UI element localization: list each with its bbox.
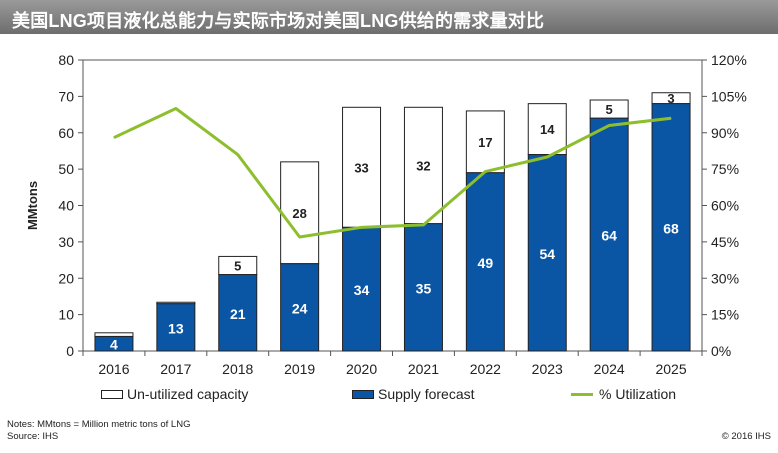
x-tick-label: 2022 — [470, 361, 501, 377]
bar-supply — [342, 226, 382, 352]
bar-unutilized — [403, 106, 443, 225]
y-tick-label: 30 — [58, 234, 74, 250]
bar-supply-label: 34 — [354, 282, 370, 298]
legend-label-supply: Supply forecast — [378, 386, 475, 402]
legend-swatch-supply — [352, 389, 374, 399]
y2-tick-label: 45% — [711, 234, 739, 250]
y-tick-label: 0 — [66, 343, 74, 359]
x-tick-label: 2021 — [408, 361, 439, 377]
y2-tick-label: 15% — [711, 307, 739, 323]
bar-supply — [280, 263, 320, 352]
utilization-point — [422, 224, 424, 226]
bar-unutilized — [527, 103, 567, 156]
stacked-bar-chart: 0 10 20 30 40 50 60 70 80 0% 15% 30% 45% 60% 75% 90% 105… — [25, 52, 747, 377]
y-tick-label: 70 — [58, 88, 74, 104]
bar-unutilized-label: 5 — [606, 102, 613, 117]
x-tick-label: 2017 — [160, 361, 191, 377]
y-tick-label: 40 — [58, 198, 74, 214]
x-tick-label: 2023 — [532, 361, 563, 377]
legend-label-utilization: % Utilization — [599, 386, 677, 402]
footer-notes: Notes: MMtons = Million metric tons of L… — [7, 419, 191, 430]
utilization-line — [113, 107, 672, 239]
bar-unutilized — [342, 106, 382, 228]
bar-supply-label: 21 — [230, 306, 246, 322]
bar-supply — [465, 172, 505, 352]
y-tick-label: 10 — [58, 307, 74, 323]
utilization-point — [546, 156, 548, 158]
x-tick-label: 2016 — [98, 361, 129, 377]
utilization-point — [361, 226, 363, 228]
bar-supply-label: 13 — [168, 320, 184, 336]
y2-tick-label: 90% — [711, 125, 739, 141]
legend-item-utilization: % Utilization — [571, 386, 676, 402]
bar-supply — [527, 154, 567, 352]
chart-title: 美国LNG项目液化总能力与实际市场对美国LNG供给的需求量对比 — [12, 11, 545, 31]
y2-tick-label: 60% — [711, 198, 739, 214]
y2-tick-label: 0% — [711, 343, 731, 359]
bar-unutilized-label: 17 — [478, 135, 492, 150]
x-tick-label: 2020 — [346, 361, 377, 377]
bar-unutilized-label: 33 — [354, 160, 368, 175]
bar-supply — [156, 303, 196, 352]
y-tick-label: 50 — [58, 161, 74, 177]
y2-tick-label: 105% — [711, 88, 747, 104]
utilization-point — [484, 171, 486, 173]
y2-tick-label: 30% — [711, 270, 739, 286]
bar-supply-label: 68 — [663, 220, 679, 236]
utilization-point — [113, 137, 115, 139]
legend-swatch-utilization — [571, 392, 593, 396]
bar-supply-label: 24 — [292, 300, 308, 316]
y-tick-label: 80 — [58, 52, 74, 68]
bar-supply-label: 4 — [110, 337, 118, 353]
legend-swatch-unutilized — [101, 389, 123, 399]
bar-supply-label: 35 — [416, 280, 432, 296]
x-tick-label: 2025 — [655, 361, 686, 377]
title-bar: 美国LNG项目液化总能力与实际市场对美国LNG供给的需求量对比 — [0, 0, 778, 34]
x-tick-label: 2024 — [594, 361, 625, 377]
bar-unutilized — [465, 110, 505, 174]
x-tick-label: 2019 — [284, 361, 315, 377]
y-tick-label: 60 — [58, 125, 74, 141]
utilization-point — [670, 117, 672, 119]
bar-unutilized — [280, 161, 320, 265]
y-tick-label: 20 — [58, 270, 74, 286]
y2-tick-label: 120% — [711, 52, 747, 68]
bar-unutilized-label: 14 — [540, 122, 555, 137]
y2-tick-label: 75% — [711, 161, 739, 177]
utilization-point — [175, 108, 177, 109]
bar-unutilized-label: 5 — [234, 259, 241, 274]
bar-supply — [403, 223, 443, 352]
legend: Un-utilized capacity Supply forecast % U… — [0, 386, 778, 406]
utilization-point — [299, 236, 301, 238]
bar-supply — [94, 335, 134, 352]
bar-supply-label: 64 — [601, 228, 617, 244]
bar-unutilized-label: 32 — [416, 158, 430, 173]
bar-unutilized-label: 28 — [292, 206, 306, 221]
y-axis-label: MMtons — [25, 181, 40, 230]
bar-supply-label: 49 — [478, 255, 494, 271]
utilization-point — [608, 124, 610, 126]
footer-copyright: © 2016 IHS — [721, 431, 771, 442]
bar-supply — [218, 274, 258, 352]
legend-label-unutilized: Un-utilized capacity — [127, 386, 249, 402]
footer-source: Source: IHS — [7, 431, 59, 442]
bar-supply — [589, 117, 629, 352]
bar-supply-label: 54 — [539, 246, 555, 262]
x-tick-label: 2018 — [222, 361, 253, 377]
legend-item-supply: Supply forecast — [352, 386, 475, 402]
utilization-point — [237, 154, 239, 156]
bar-supply — [651, 103, 691, 352]
legend-item-unutilized: Un-utilized capacity — [101, 386, 248, 402]
bar-unutilized-label: 3 — [667, 91, 674, 106]
